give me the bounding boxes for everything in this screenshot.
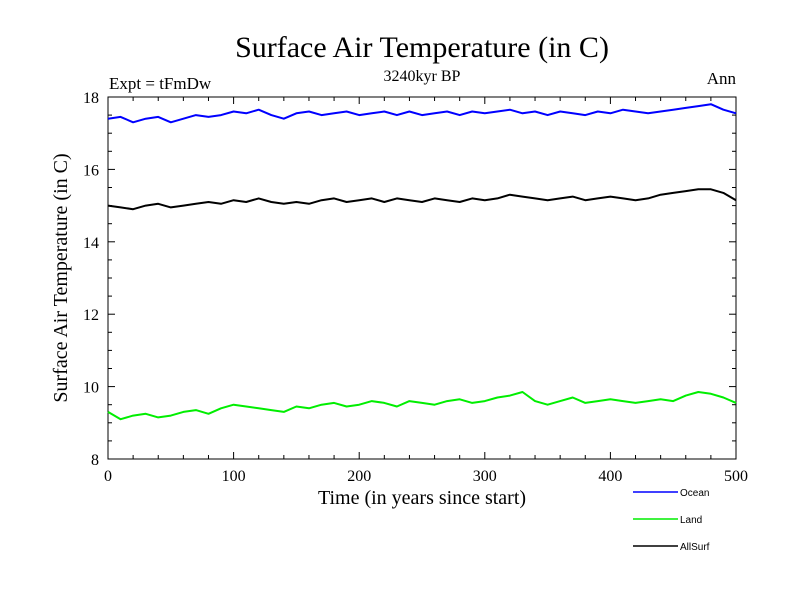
series-group — [107, 103, 737, 421]
plot-frame — [107, 96, 737, 460]
x-tick-label: 0 — [104, 468, 112, 485]
chart-subtitle: 3240kyr BP — [384, 68, 461, 85]
x-tick-label: 300 — [473, 468, 497, 485]
series-line-allsurf — [107, 188, 737, 211]
x-tick-label: 400 — [598, 468, 622, 485]
x-axis: 0 100 200 300 400 500 — [104, 97, 748, 485]
series-line-ocean — [107, 103, 737, 124]
y-axis: 8 10 12 14 16 18 — [83, 90, 736, 469]
x-tick-label: 100 — [222, 468, 246, 485]
x-axis-label: Time (in years since start) — [318, 487, 526, 509]
chart-title: Surface Air Temperature (in C) — [235, 31, 609, 64]
y-tick-label: 14 — [83, 235, 99, 252]
y-tick-label: 18 — [83, 90, 99, 107]
y-axis-label: Surface Air Temperature (in C) — [50, 153, 72, 402]
legend-label-land: Land — [680, 515, 702, 526]
series-line-land — [107, 391, 737, 421]
y-tick-label: 10 — [83, 380, 99, 397]
legend-label-ocean: Ocean — [680, 488, 709, 499]
experiment-label: Expt = tFmDw — [109, 74, 212, 93]
legend: Ocean Land AllSurf — [633, 488, 710, 553]
legend-label-allsurf: AllSurf — [680, 542, 710, 553]
y-tick-label: 12 — [83, 307, 99, 324]
season-label: Ann — [707, 69, 737, 88]
y-tick-label: 8 — [91, 452, 99, 469]
x-tick-label: 500 — [724, 468, 748, 485]
y-tick-label: 16 — [83, 162, 99, 179]
x-tick-label: 200 — [347, 468, 371, 485]
